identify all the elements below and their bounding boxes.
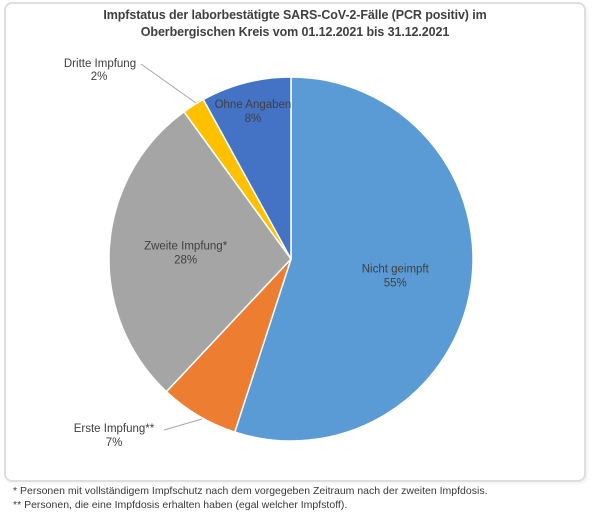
pie-label-ohne-angaben: Ohne Angaben bbox=[215, 99, 292, 111]
pie-label-nicht-geimpft: Nicht geimpft bbox=[362, 264, 430, 276]
pie-value-zweite-impfung: 28% bbox=[174, 254, 197, 266]
chart-footnotes: * Personen mit vollständigem Impfschutz … bbox=[13, 485, 588, 512]
chart-title-line-1: Impfstatus der laborbestätigte SARS-CoV-… bbox=[103, 8, 487, 22]
pie-slice-ohne-angaben[interactable] bbox=[202, 76, 292, 260]
pie-slice-zweite-impfung[interactable] bbox=[108, 111, 292, 393]
chart-title-line-2: Oberbergischen Kreis vom 01.12.2021 bis … bbox=[140, 24, 450, 39]
chart-title: Impfstatus der laborbestätigte SARS-CoV-… bbox=[4, 7, 586, 40]
pie-value-erste-impfung: 7% bbox=[106, 437, 123, 449]
footnote-2: ** Personen, die eine Impfdosis erhalten… bbox=[13, 498, 348, 511]
footnote-1: * Personen mit vollständigem Impfschutz … bbox=[13, 485, 488, 497]
pie-label-erste-impfung: Erste Impfung** bbox=[74, 423, 155, 435]
leader-line-dritte-impfung bbox=[140, 63, 197, 104]
pie-value-ohne-angaben: 8% bbox=[245, 113, 262, 125]
pie-label-dritte-impfung: Dritte Impfung bbox=[64, 58, 136, 70]
pie-value-nicht-geimpft: 55% bbox=[384, 278, 407, 290]
pie-label-zweite-impfung: Zweite Impfung* bbox=[144, 240, 228, 252]
pie-value-dritte-impfung: 2% bbox=[91, 71, 108, 83]
leader-line-erste-impfung bbox=[163, 418, 203, 431]
pie-slice-nicht-geimpft[interactable] bbox=[234, 76, 474, 442]
